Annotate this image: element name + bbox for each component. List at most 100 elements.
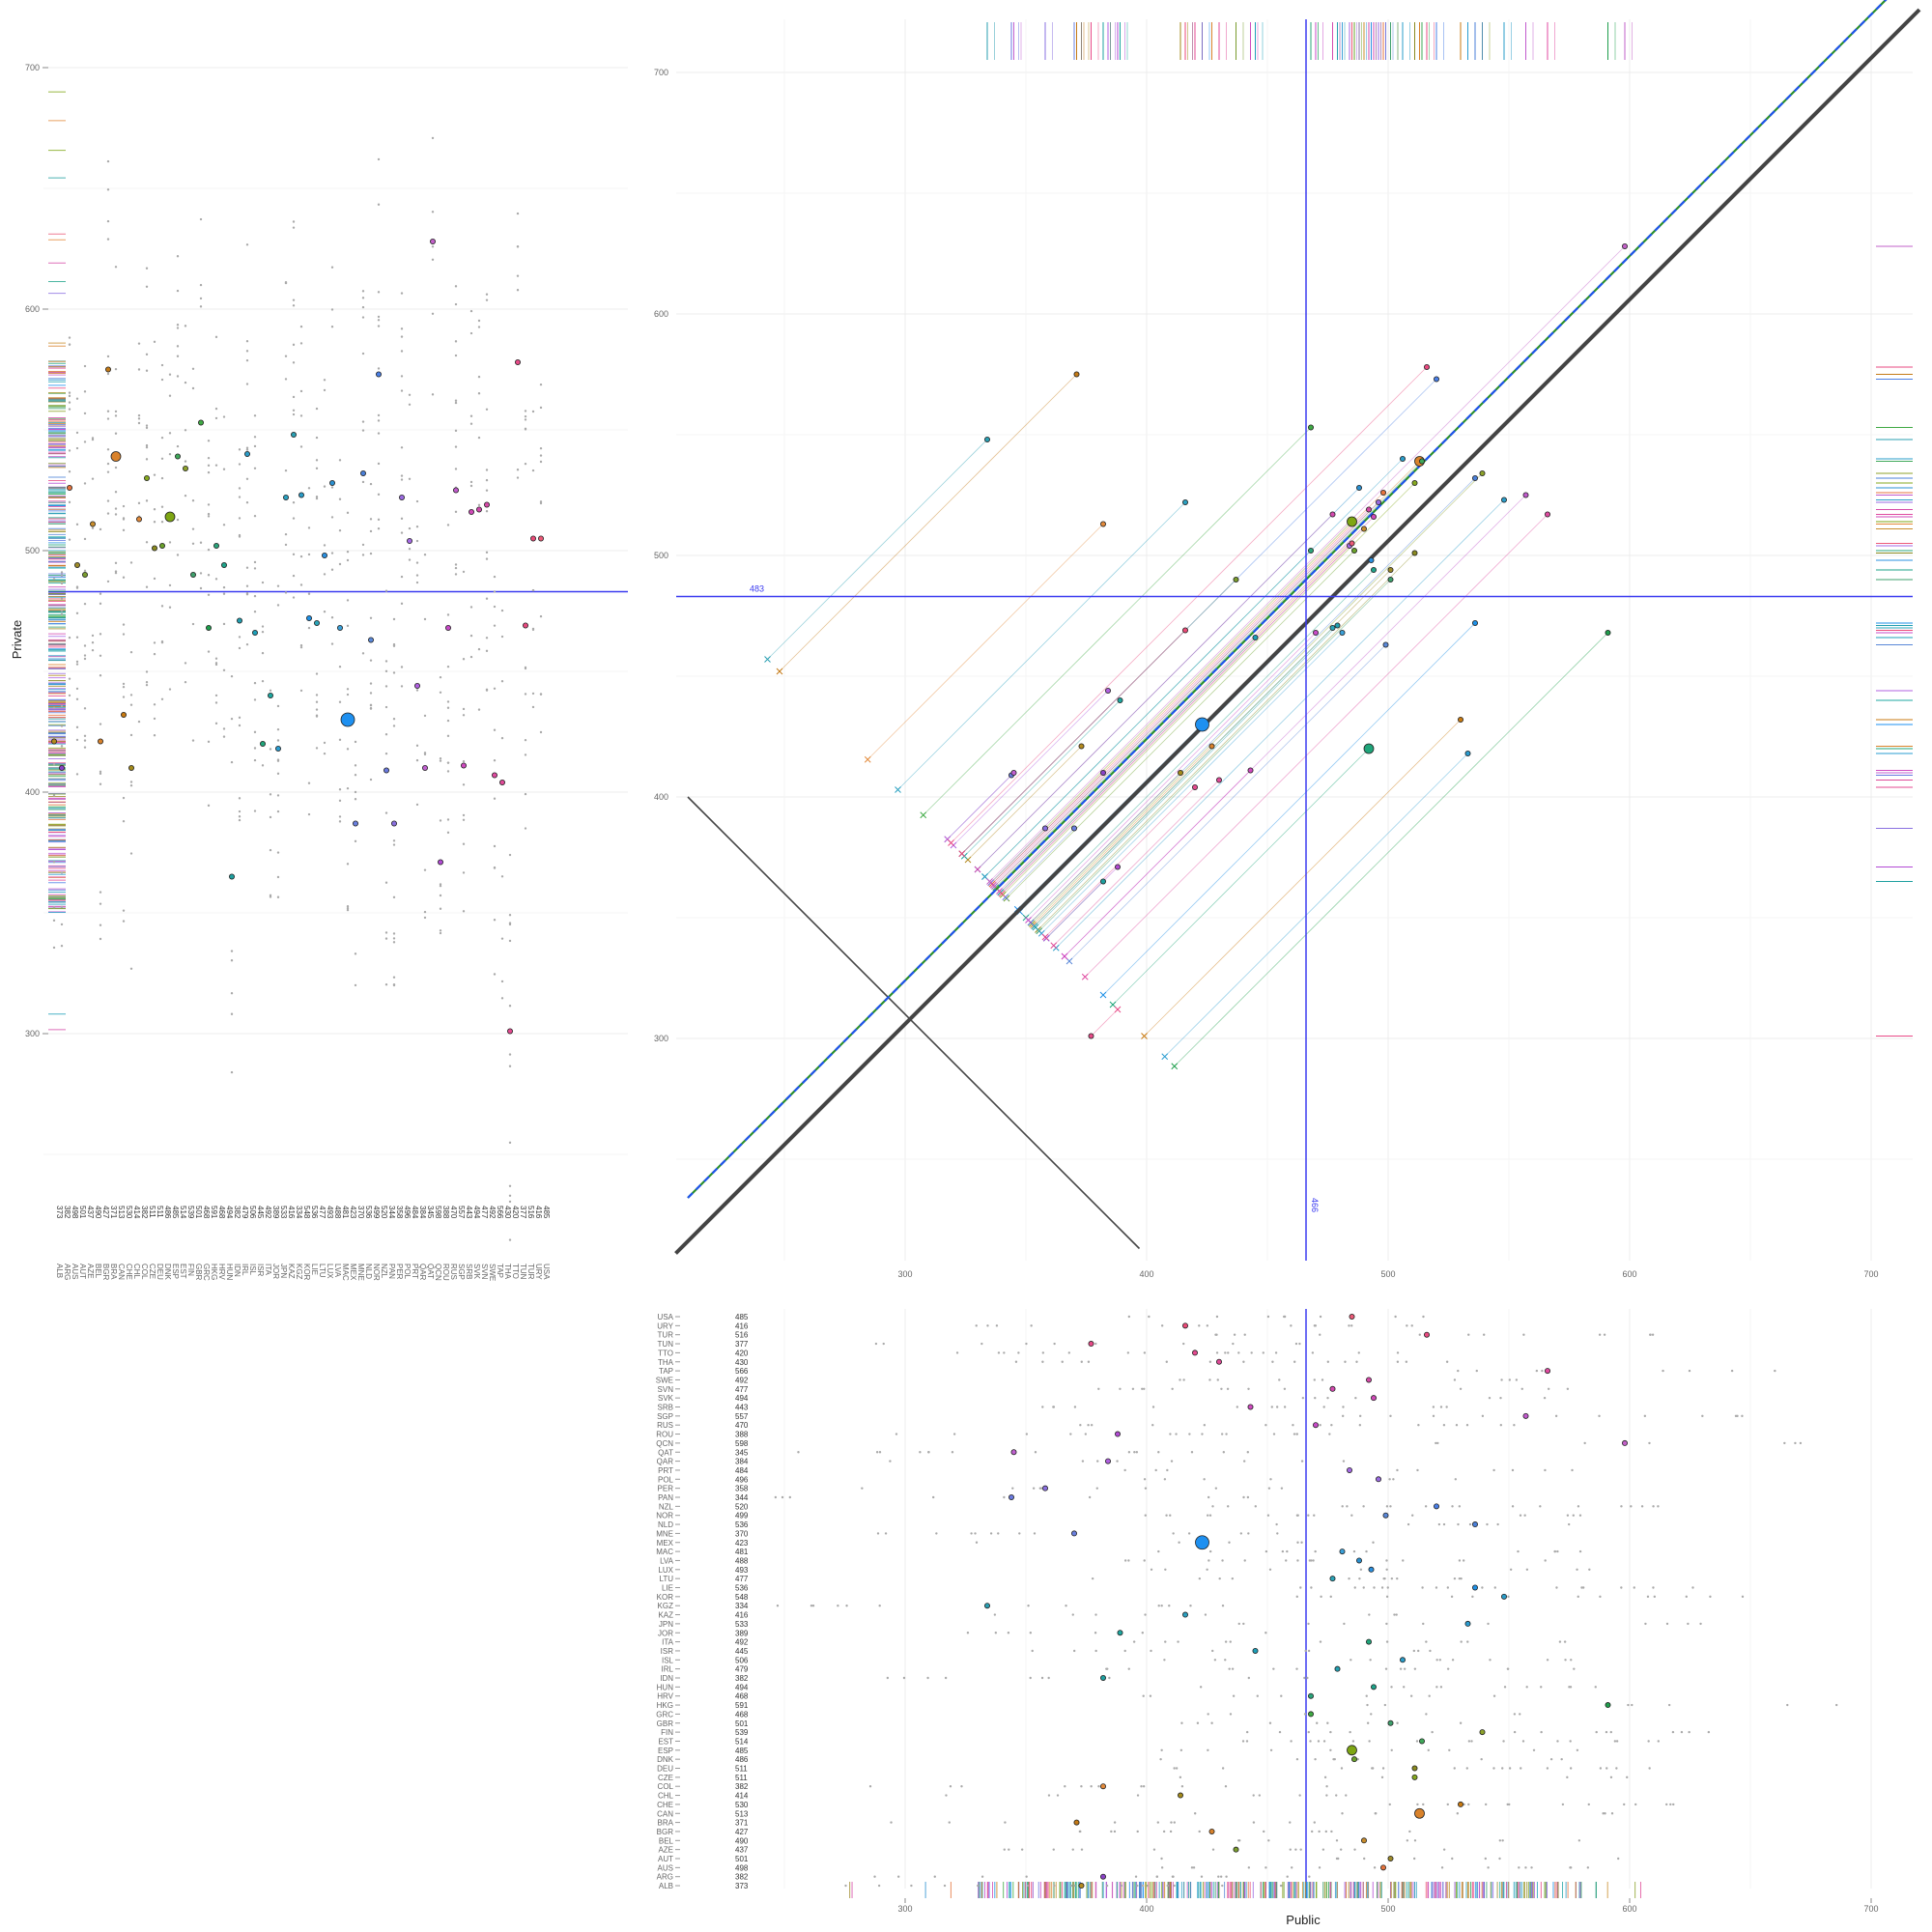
student-dot xyxy=(1359,1568,1363,1572)
student-dot xyxy=(253,414,257,417)
student-dot xyxy=(1577,1505,1580,1508)
student-dot xyxy=(408,477,412,480)
left-data-point xyxy=(359,469,366,476)
student-dot xyxy=(1390,1577,1394,1580)
student-dot xyxy=(1218,1577,1221,1580)
student-dot xyxy=(1127,1315,1131,1319)
student-dot xyxy=(1573,1667,1576,1670)
student-dot xyxy=(1341,1812,1344,1815)
student-dot xyxy=(184,429,187,432)
student-dot xyxy=(1053,1884,1056,1888)
student-dot xyxy=(199,541,203,544)
student-dot xyxy=(207,464,211,468)
student-dot xyxy=(1463,1803,1465,1806)
student-dot xyxy=(1640,1505,1644,1508)
student-dot xyxy=(1652,1586,1655,1589)
bottom-value-label: 477 xyxy=(735,1575,749,1583)
student-dot xyxy=(1190,1451,1194,1454)
student-dot xyxy=(361,420,365,423)
student-dot xyxy=(1105,1884,1109,1888)
student-dot xyxy=(214,662,218,665)
student-dot xyxy=(469,309,473,313)
bottom-data-point xyxy=(1009,1494,1015,1501)
left-value-label: 420 xyxy=(511,1206,520,1219)
left-country-label: TTO xyxy=(511,1264,520,1279)
student-dot xyxy=(993,1613,997,1616)
student-dot xyxy=(1053,1342,1056,1346)
student-dot xyxy=(137,720,141,724)
student-dot xyxy=(1535,1369,1539,1373)
student-dot xyxy=(1366,1703,1369,1707)
student-dot xyxy=(1213,1659,1217,1662)
student-dot xyxy=(299,342,303,345)
student-dot xyxy=(1325,1785,1328,1788)
projection-line xyxy=(963,699,1121,857)
student-dot xyxy=(994,1632,998,1634)
student-dot xyxy=(1446,1667,1450,1670)
data-point xyxy=(1371,567,1378,574)
student-dot xyxy=(1217,1875,1220,1878)
student-dot xyxy=(214,407,218,411)
student-dot xyxy=(323,573,327,576)
student-dot xyxy=(1080,1785,1083,1788)
student-dot xyxy=(500,997,504,1000)
bottom-data-point xyxy=(1192,1350,1199,1356)
main-y-tick-label: 500 xyxy=(654,551,668,560)
student-dot xyxy=(207,512,211,516)
student-dot xyxy=(1047,1676,1050,1680)
student-dot xyxy=(439,894,442,897)
projection-line xyxy=(977,514,1333,870)
student-dot xyxy=(361,297,365,299)
student-dot xyxy=(1699,1622,1702,1626)
student-dot xyxy=(377,493,381,497)
student-dot xyxy=(137,342,141,345)
student-dot xyxy=(122,633,126,636)
left-value-label: 548 xyxy=(302,1206,311,1219)
bottom-country-label: ARG xyxy=(657,1873,673,1882)
student-dot xyxy=(1325,1794,1328,1797)
student-dot xyxy=(951,1451,954,1454)
projection-line xyxy=(1068,644,1386,962)
student-dot xyxy=(245,584,249,587)
left-country-label: NOR xyxy=(372,1264,381,1281)
projection-line xyxy=(990,521,1352,884)
left-y-tick-label: 600 xyxy=(25,304,40,314)
left-data-point xyxy=(305,615,312,622)
student-dot xyxy=(299,325,303,328)
student-dot xyxy=(1247,1387,1250,1391)
student-dot xyxy=(1412,1857,1416,1861)
data-point xyxy=(1334,622,1341,629)
student-dot xyxy=(1388,1478,1391,1481)
student-dot xyxy=(1141,1884,1145,1888)
bottom-country-label: QCN xyxy=(656,1439,673,1448)
student-dot xyxy=(1388,1803,1391,1806)
data-point xyxy=(1195,717,1209,732)
bottom-value-label: 533 xyxy=(735,1620,749,1629)
left-data-point xyxy=(398,495,405,501)
student-dot xyxy=(1567,1522,1571,1526)
left-country-label: SRB xyxy=(465,1264,473,1279)
data-point xyxy=(1361,526,1368,532)
student-dot xyxy=(52,861,56,864)
main-x-tick-label: 400 xyxy=(1139,1269,1153,1279)
student-dot xyxy=(315,747,319,750)
bottom-data-point xyxy=(1356,1557,1363,1564)
student-dot xyxy=(377,413,381,417)
student-dot xyxy=(245,477,249,480)
student-dot xyxy=(199,305,203,308)
student-dot xyxy=(995,1324,999,1327)
student-dot xyxy=(508,939,512,943)
student-dot xyxy=(1496,1522,1499,1526)
student-dot xyxy=(1484,1857,1488,1861)
student-dot xyxy=(214,578,218,581)
projection-marker xyxy=(1050,942,1058,950)
student-dot xyxy=(1290,1324,1293,1327)
student-dot xyxy=(1179,1378,1181,1381)
student-dot xyxy=(1370,1713,1373,1716)
left-value-label: 499 xyxy=(372,1206,381,1219)
left-country-label: LTU xyxy=(318,1264,327,1278)
student-dot xyxy=(68,470,71,473)
student-dot xyxy=(153,473,156,476)
student-dot xyxy=(114,561,118,565)
